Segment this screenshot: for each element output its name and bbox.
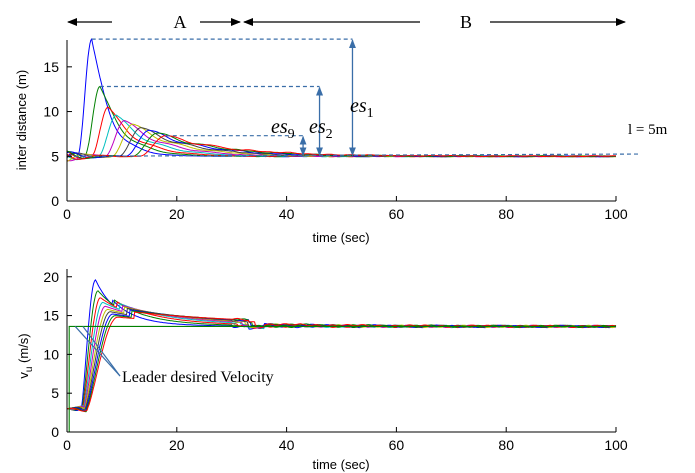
distance-series-line <box>66 127 616 159</box>
velocity-y-tick-label: 5 <box>51 385 59 401</box>
distance-x-tick-label: 20 <box>169 206 185 222</box>
velocity-chart: 0 20 40 60 80 100 0 5 10 15 20 Leader desired Velo… <box>16 269 628 472</box>
velocity-x-tick-label: 0 <box>63 437 71 453</box>
es1-label: es1 <box>350 95 374 121</box>
es2-label: es2 <box>309 116 333 142</box>
distance-x-axis-title: time (sec) <box>312 230 369 245</box>
es9-label: es9 <box>271 116 295 142</box>
distance-x-tick-label: 80 <box>498 206 514 222</box>
velocity-series-line <box>66 306 617 410</box>
velocity-x-tick-label: 100 <box>604 437 628 453</box>
reference-line-5m <box>66 153 641 157</box>
velocity-x-tick-label: 20 <box>169 437 185 453</box>
distance-y-tick-label: 5 <box>51 148 59 164</box>
velocity-series-line <box>67 307 617 411</box>
phase-b-label: B <box>460 12 472 32</box>
velocity-x-tick-label: 60 <box>389 437 405 453</box>
velocity-y-tick-label: 20 <box>43 269 59 285</box>
leader-velocity-pointer-2 <box>82 326 121 377</box>
velocity-x-axis-title: time (sec) <box>312 457 369 472</box>
velocity-axes: 0 20 40 60 80 100 0 5 10 15 20 <box>43 269 627 453</box>
velocity-series-line <box>66 301 616 410</box>
distance-y-tick-label: 10 <box>43 104 59 120</box>
inter-distance-chart: es1 es2 es9 l = 5m 0 20 40 60 80 100 0 5 10 15 ti… <box>14 37 668 245</box>
velocity-series-line <box>66 297 617 411</box>
distance-axes: 0 20 40 60 80 100 0 5 10 15 <box>43 40 628 222</box>
velocity-traces <box>66 279 617 433</box>
velocity-annotation: Leader desired Velocity <box>74 326 274 386</box>
distance-annotations: es1 es2 es9 l = 5m <box>66 38 668 157</box>
phase-a-label: A <box>174 12 187 32</box>
leader-velocity-pointer-1 <box>74 326 121 377</box>
velocity-y-tick-label: 10 <box>43 346 59 362</box>
distance-y-axis-title: inter distance (m) <box>14 70 29 170</box>
velocity-y-tick-label: 0 <box>51 424 59 440</box>
distance-y-tick-label: 0 <box>51 193 59 209</box>
distance-x-tick-label: 100 <box>604 206 628 222</box>
distance-x-tick-label: 60 <box>389 206 405 222</box>
velocity-series-line <box>66 304 617 410</box>
distance-series-line <box>66 85 617 158</box>
velocity-y-tick-label: 15 <box>43 308 59 324</box>
distance-x-tick-label: 0 <box>63 206 71 222</box>
distance-series-line <box>66 114 616 161</box>
distance-y-tick-label: 15 <box>43 59 59 75</box>
phase-header: A B <box>67 12 626 32</box>
distance-x-tick-label: 40 <box>279 206 295 222</box>
distance-traces <box>66 37 617 162</box>
velocity-x-tick-label: 80 <box>498 437 514 453</box>
velocity-series-line <box>66 279 617 411</box>
velocity-series-line <box>66 290 617 411</box>
spacing-label: l = 5m <box>628 122 668 138</box>
leader-desired-velocity-label: Leader desired Velocity <box>122 369 274 386</box>
velocity-y-axis-title: vu (m/s) <box>16 333 35 378</box>
velocity-x-tick-label: 40 <box>279 437 295 453</box>
